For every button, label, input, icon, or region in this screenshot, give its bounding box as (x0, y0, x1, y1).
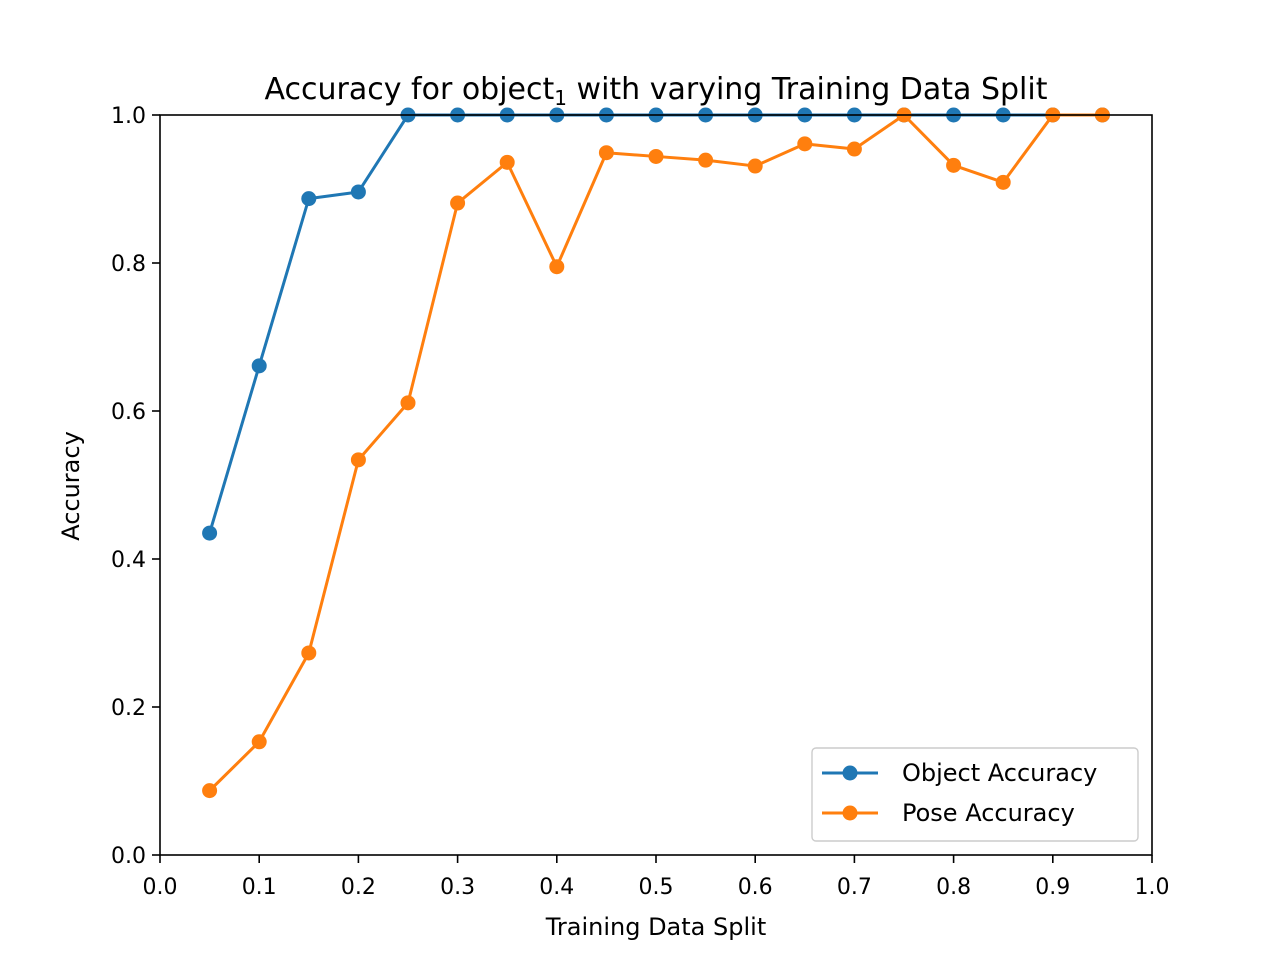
chart-title-subscript: 1 (554, 86, 567, 110)
x-tick-label: 0.0 (143, 875, 178, 900)
y-tick-label: 0.4 (111, 548, 146, 573)
y-tick-label: 0.2 (111, 696, 146, 721)
chart-title-prefix: Accuracy for object (265, 72, 555, 107)
y-tick-label: 1.0 (111, 104, 146, 129)
chart-title-suffix: with varying Training Data Split (567, 72, 1048, 107)
data-point (648, 148, 664, 164)
legend-label: Object Accuracy (902, 759, 1097, 787)
data-point (698, 152, 714, 168)
legend-marker-swatch (842, 765, 858, 781)
y-tick-label: 0.8 (111, 252, 146, 277)
data-point (202, 783, 218, 799)
y-tick-label: 0.0 (111, 844, 146, 869)
x-tick-label: 0.1 (242, 875, 277, 900)
legend-marker-swatch (842, 805, 858, 821)
data-point (598, 145, 614, 161)
data-point (301, 191, 317, 207)
legend-item: Pose Accuracy (822, 799, 1075, 827)
y-axis-label: Accuracy (57, 431, 85, 541)
data-point (747, 158, 763, 174)
data-point (450, 195, 466, 211)
data-point (499, 154, 515, 170)
data-point (797, 136, 813, 152)
x-tick-label: 0.3 (440, 875, 475, 900)
data-point (946, 157, 962, 173)
chart-title: Accuracy for object1 with varying Traini… (265, 72, 1048, 110)
x-tick-label: 1.0 (1135, 875, 1170, 900)
data-point (549, 259, 565, 275)
x-tick-label: 0.8 (936, 875, 971, 900)
data-point (995, 174, 1011, 190)
data-point (251, 358, 267, 374)
x-tick-label: 0.7 (837, 875, 872, 900)
legend-label: Pose Accuracy (902, 799, 1075, 827)
legend-item: Object Accuracy (822, 759, 1097, 787)
plot-area-frame (159, 114, 1153, 856)
x-tick-label: 0.4 (539, 875, 574, 900)
data-point (846, 141, 862, 157)
data-point (251, 734, 267, 750)
x-tick-label: 0.2 (341, 875, 376, 900)
x-tick-label: 0.6 (738, 875, 773, 900)
y-axis-ticks: 0.0 0.2 0.4 0.6 0.8 1.0 (111, 104, 160, 869)
data-point (350, 184, 366, 200)
data-point (400, 395, 416, 411)
x-tick-label: 0.5 (639, 875, 674, 900)
y-tick-label: 0.6 (111, 400, 146, 425)
legend-box (811, 747, 1139, 842)
x-axis-ticks: 0.0 0.1 0.2 0.3 0.4 0.5 0.6 0.7 0.8 0.9 1.0 (143, 855, 1170, 900)
data-point (301, 645, 317, 661)
data-point (202, 525, 218, 541)
x-tick-label: 0.9 (1035, 875, 1070, 900)
data-point (350, 452, 366, 468)
x-axis-label: Training Data Split (545, 913, 766, 941)
legend-items: Object Accuracy Pose Accuracy (822, 759, 1097, 827)
chart-legend: Object Accuracy Pose Accuracy (811, 747, 1139, 842)
